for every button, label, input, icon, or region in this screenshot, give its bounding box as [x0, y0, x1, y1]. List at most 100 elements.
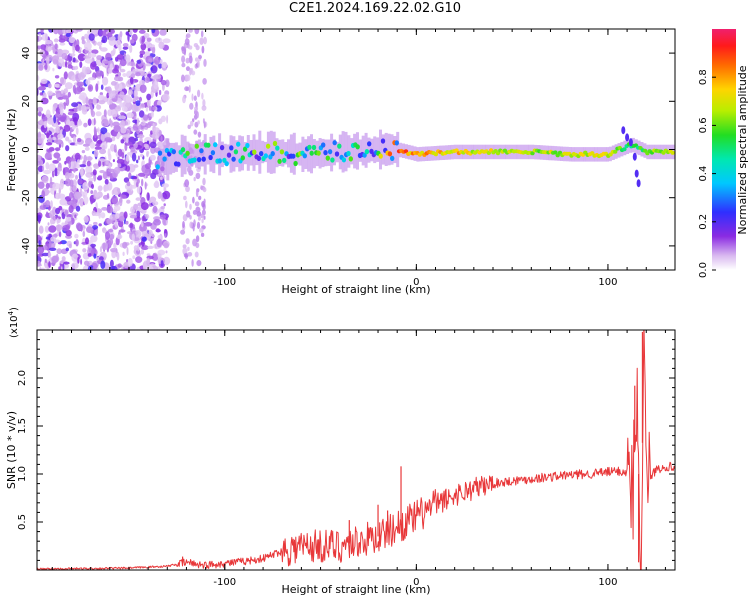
noise-blob [109, 103, 117, 111]
noise-blob [47, 83, 52, 89]
noise-blob [48, 225, 57, 233]
noise-blob [155, 229, 161, 233]
noise-blob [128, 172, 132, 179]
noise-blob [141, 220, 144, 228]
ridge-blob [275, 145, 280, 151]
noise-blob [40, 29, 44, 34]
noise-blob [83, 215, 89, 223]
noise-blob [90, 61, 97, 70]
noise-blob [195, 235, 200, 243]
noise-blob [125, 94, 131, 103]
noise-blob [92, 225, 99, 230]
noise-blob [79, 197, 85, 207]
noise-blob [82, 231, 86, 237]
noise-blob [146, 257, 151, 267]
noise-blob [53, 152, 61, 159]
noise-blob [160, 176, 163, 181]
noise-blob [126, 199, 131, 204]
ridge-blob [613, 149, 618, 154]
noise-blob [136, 59, 142, 64]
ridge-halo [215, 144, 219, 165]
ridge-blob [355, 144, 360, 150]
noise-blob [54, 167, 58, 177]
noise-blob [45, 211, 49, 217]
noise-blob [189, 102, 194, 110]
noise-blob [111, 136, 116, 142]
ridge-blob [213, 142, 218, 148]
noise-blob [108, 238, 114, 246]
noise-blob [47, 252, 52, 258]
noise-blob [98, 100, 106, 105]
noise-blob [147, 73, 152, 78]
noise-blob [145, 106, 149, 112]
noise-blob [71, 107, 78, 113]
noise-blob [166, 114, 169, 124]
noise-blob [203, 36, 207, 45]
noise-blob [140, 121, 146, 126]
noise-blob [44, 152, 52, 161]
noise-blob [185, 238, 190, 245]
noise-blob [90, 190, 94, 195]
noise-blob [42, 116, 48, 122]
ridge-halo [393, 136, 397, 164]
ridge-blob [208, 154, 213, 161]
ridge-blob [670, 150, 675, 155]
noise-blob [160, 79, 167, 86]
noise-blob [46, 56, 50, 66]
noise-blob [37, 171, 40, 175]
noise-blob [106, 193, 110, 199]
ridge-halo [356, 132, 359, 170]
noise-blob [62, 225, 70, 232]
noise-blob [193, 176, 196, 182]
noise-blob [195, 206, 201, 213]
noise-blob [116, 54, 124, 60]
noise-blob [93, 117, 96, 126]
noise-blob [72, 57, 76, 63]
noise-blob [132, 255, 136, 260]
noise-blob [153, 219, 161, 226]
noise-blob [132, 98, 136, 102]
noise-blob [130, 77, 134, 85]
noise-blob [79, 188, 83, 194]
noise-blob [68, 243, 72, 249]
noise-blob [57, 133, 64, 140]
noise-blob [154, 56, 161, 65]
noise-blob [121, 152, 125, 159]
noise-blob [102, 76, 109, 86]
noise-blob [62, 61, 66, 67]
noise-blob [116, 158, 125, 165]
noise-blob [165, 216, 168, 221]
noise-blob [82, 248, 87, 253]
noise-blob [188, 85, 191, 93]
snr-multiplier-close: ) [9, 307, 20, 311]
noise-blob [97, 185, 103, 192]
noise-blob [59, 198, 67, 206]
noise-blob [100, 142, 108, 151]
noise-blob [84, 41, 92, 51]
noise-blob [185, 74, 191, 82]
noise-blob [38, 86, 46, 91]
noise-blob [188, 45, 193, 50]
snr-xlabel: Height of straight line (km) [281, 583, 430, 596]
noise-blob [140, 249, 145, 255]
noise-blob [195, 189, 199, 198]
noise-blob [146, 253, 151, 257]
ridge-blob [330, 157, 335, 163]
ridge-blob [553, 150, 558, 155]
ridge-blob [307, 144, 312, 150]
ridge-blob [632, 152, 637, 161]
noise-blob [68, 108, 75, 112]
noise-blob [63, 261, 70, 265]
noise-blob [104, 178, 109, 185]
noise-blob [156, 101, 162, 106]
noise-blob [103, 184, 110, 192]
noise-blob [146, 151, 149, 158]
noise-blob [113, 166, 121, 174]
ridge-blob [196, 157, 202, 163]
noise-blob [96, 104, 102, 110]
noise-blob [44, 258, 47, 263]
noise-blob [65, 229, 72, 237]
noise-blob [137, 244, 140, 252]
noise-blob [77, 53, 86, 62]
noise-blob [99, 148, 107, 155]
